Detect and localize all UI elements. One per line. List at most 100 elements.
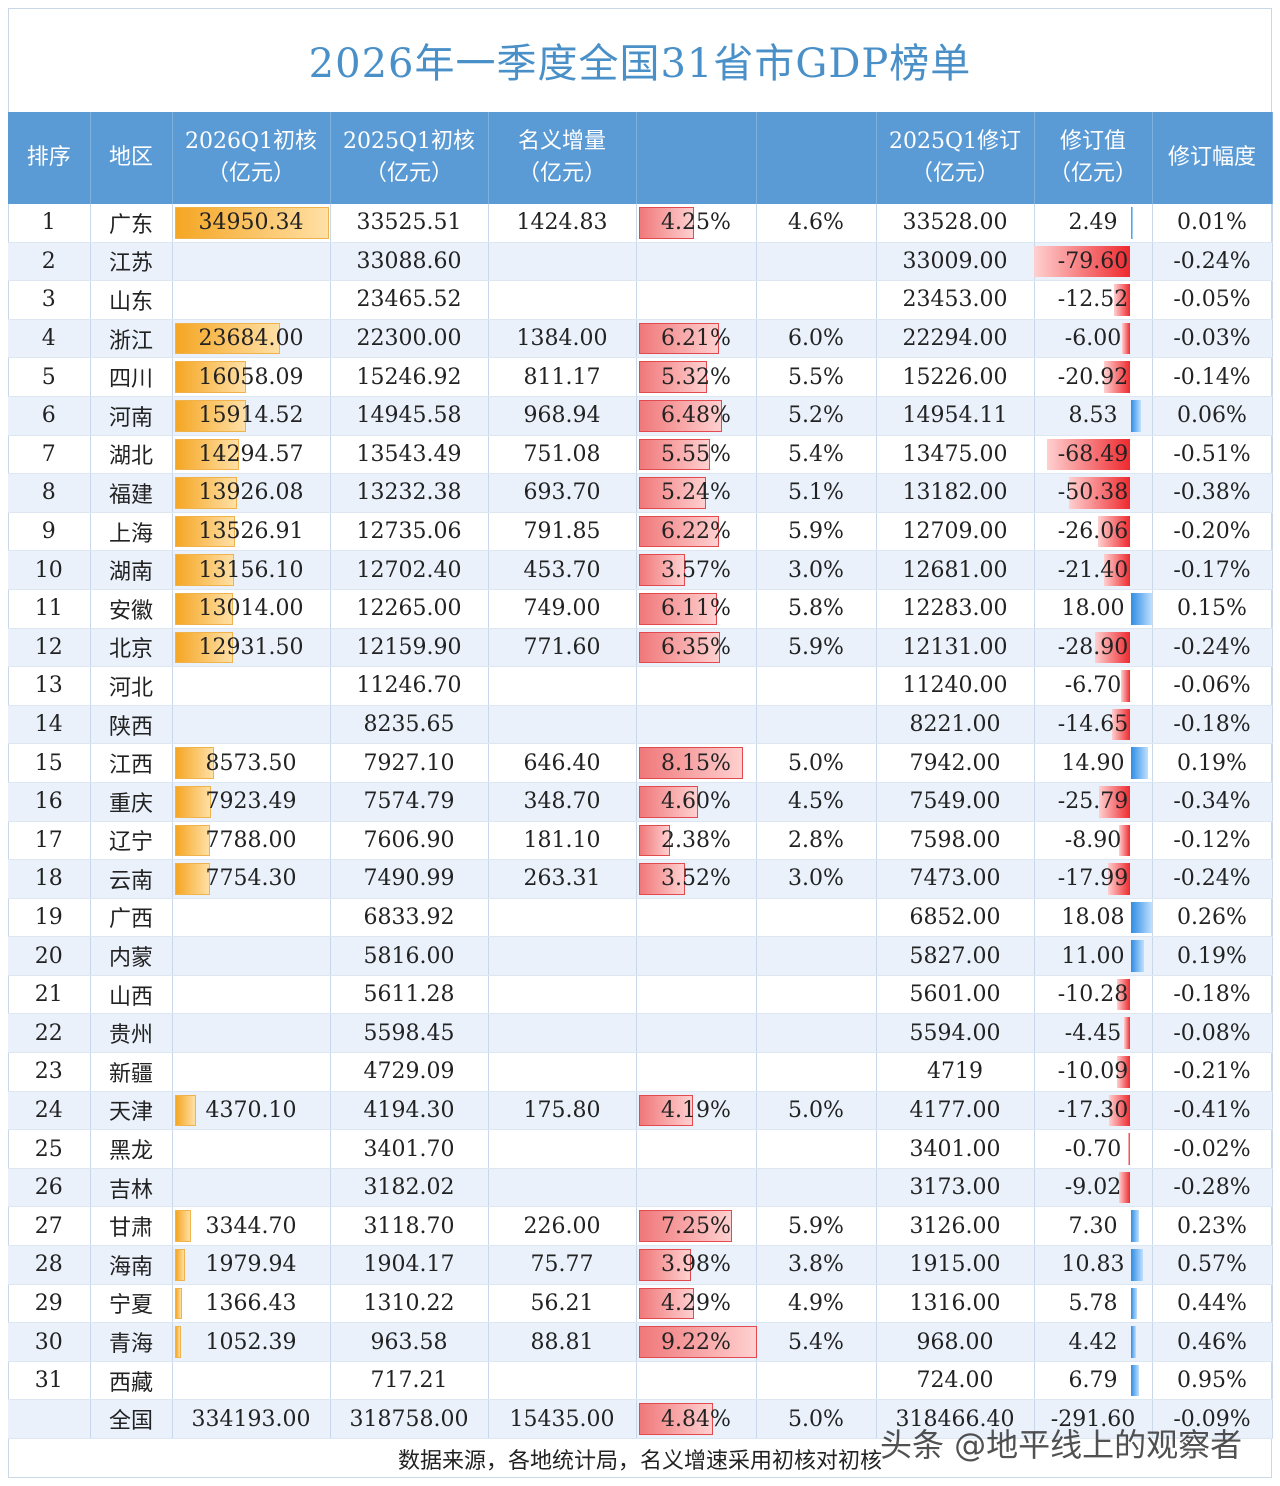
cell-text: 3 [41, 287, 56, 313]
page-title: 2026年一季度全国31省市GDP榜单 [308, 41, 972, 87]
table-cell: -0.09% [1152, 1399, 1273, 1439]
column-header[interactable]: 名义增量 （亿元） [488, 112, 637, 204]
revision-bar [1130, 592, 1153, 625]
table-cell: -0.21% [1152, 1052, 1273, 1092]
cell-text: -0.08% [1173, 1020, 1251, 1046]
cell-text: 15435.00 [509, 1406, 615, 1432]
growth-bar [638, 1210, 732, 1243]
table-cell: 4370.10 [172, 1091, 331, 1131]
column-header[interactable]: 修订幅度 [1152, 112, 1273, 204]
cell-text: 3.8% [788, 1252, 844, 1278]
table-cell: 5816.00 [330, 936, 489, 976]
table-cell: 8.15% [636, 743, 757, 783]
table-cell: 河南 [90, 396, 173, 436]
table-cell: 4719 [876, 1052, 1035, 1092]
cell-text: 18.08 [1061, 904, 1125, 930]
table-cell: 75.77 [488, 1245, 637, 1285]
table-cell: -8.90 [1034, 821, 1153, 861]
value-bar [174, 631, 233, 664]
table-cell: -6.70 [1034, 666, 1153, 706]
cell-text: 75.77 [530, 1252, 594, 1278]
table-cell: 6.11% [636, 589, 757, 629]
column-header[interactable]: 2025Q1初核 （亿元） [330, 112, 489, 204]
column-header[interactable] [756, 112, 877, 204]
table-row: 31 西藏 717.21 724.00 6.79 0.95% [8, 1361, 1273, 1401]
cell-text: 348.70 [523, 789, 601, 815]
cell-text: 6.0% [788, 326, 844, 352]
cell-text: 646.40 [523, 750, 601, 776]
cell-text: -291.60 [1050, 1406, 1136, 1432]
cell-text: 12265.00 [356, 596, 462, 622]
cell-text: 上海 [108, 521, 153, 547]
table-cell [636, 936, 757, 976]
table-cell: -0.51% [1152, 435, 1273, 475]
table-cell: 0.19% [1152, 936, 1273, 976]
table-cell: 6833.92 [330, 898, 489, 938]
cell-text: 4.84% [661, 1406, 731, 1432]
column-header[interactable]: 修订值 （亿元） [1034, 112, 1153, 204]
cell-text: 23465.52 [356, 287, 462, 313]
table-cell [488, 936, 637, 976]
cell-text: 12931.50 [198, 634, 304, 660]
value-bar [174, 1249, 186, 1281]
cell-text: -28.90 [1057, 634, 1129, 660]
table-cell: 9 [8, 512, 91, 552]
cell-text: 四川 [108, 367, 153, 393]
table-cell: 安徽 [90, 589, 173, 629]
cell-text: 7788.00 [205, 827, 297, 853]
cell-text: 318466.40 [895, 1406, 1015, 1432]
column-header[interactable]: 地区 [90, 112, 173, 204]
cell-text: 14954.11 [902, 403, 1008, 429]
table-cell: 1052.39 [172, 1322, 331, 1362]
growth-bar [638, 1287, 695, 1320]
table-row: 22 贵州 5598.45 5594.00 -4.45 -0.08% [8, 1013, 1273, 1054]
cell-text: 453.70 [523, 557, 601, 583]
cell-text: 5.2% [788, 403, 844, 429]
cell-text: -6.70 [1064, 673, 1122, 699]
table-cell: 1316.00 [876, 1284, 1035, 1324]
cell-text: 226.00 [523, 1213, 601, 1239]
column-header[interactable] [636, 112, 757, 204]
cell-text: 7754.30 [205, 866, 297, 892]
cell-text: 安徽 [108, 598, 153, 624]
table-cell: -0.18% [1152, 975, 1273, 1015]
cell-text: 7598.00 [909, 827, 1001, 853]
cell-text: 5.24% [661, 480, 731, 506]
table-cell: 2.49 [1034, 204, 1153, 243]
column-header[interactable]: 2025Q1修订 （亿元） [876, 112, 1035, 204]
column-header[interactable]: 排序 [8, 112, 91, 204]
table-cell: 23465.52 [330, 280, 489, 320]
table-cell: 3.98% [636, 1245, 757, 1285]
table-cell: 5.9% [756, 628, 877, 668]
table-cell [488, 705, 637, 745]
table-cell: 新疆 [90, 1052, 173, 1092]
table-cell [756, 1052, 877, 1092]
table-cell: 968.00 [876, 1322, 1035, 1362]
cell-text: 0.15% [1177, 596, 1247, 622]
table-cell: 7754.30 [172, 859, 331, 899]
table-cell: 内蒙 [90, 936, 173, 976]
table-cell: 7923.49 [172, 782, 331, 822]
cell-text: 6 [41, 403, 56, 429]
table-cell: 江西 [90, 743, 173, 783]
table-cell: 12702.40 [330, 550, 489, 590]
cell-text: 26 [34, 1175, 63, 1201]
table-row: 19 广西 6833.92 6852.00 18.08 0.26% [8, 898, 1273, 938]
table-row: 12 北京 12931.50 12159.90 771.60 6.35% 5.9% 12131… [8, 628, 1273, 668]
table-cell: 7598.00 [876, 821, 1035, 861]
growth-bar [638, 1249, 691, 1281]
table-cell: 重庆 [90, 782, 173, 822]
cell-text: 7549.00 [909, 789, 1001, 815]
table-cell: -0.20% [1152, 512, 1273, 552]
revision-bar [1117, 978, 1130, 1011]
cell-text: 15 [34, 750, 63, 776]
table-cell: -28.90 [1034, 628, 1153, 668]
column-header[interactable]: 2026Q1初核 （亿元） [172, 112, 331, 204]
table-cell [172, 1361, 331, 1401]
table-cell [756, 898, 877, 938]
table-cell: 广东 [90, 204, 173, 243]
table-cell: 3401.00 [876, 1129, 1035, 1169]
table-cell: 5.0% [756, 743, 877, 783]
table-cell: 175.80 [488, 1091, 637, 1131]
cell-text: 吉林 [108, 1177, 153, 1203]
